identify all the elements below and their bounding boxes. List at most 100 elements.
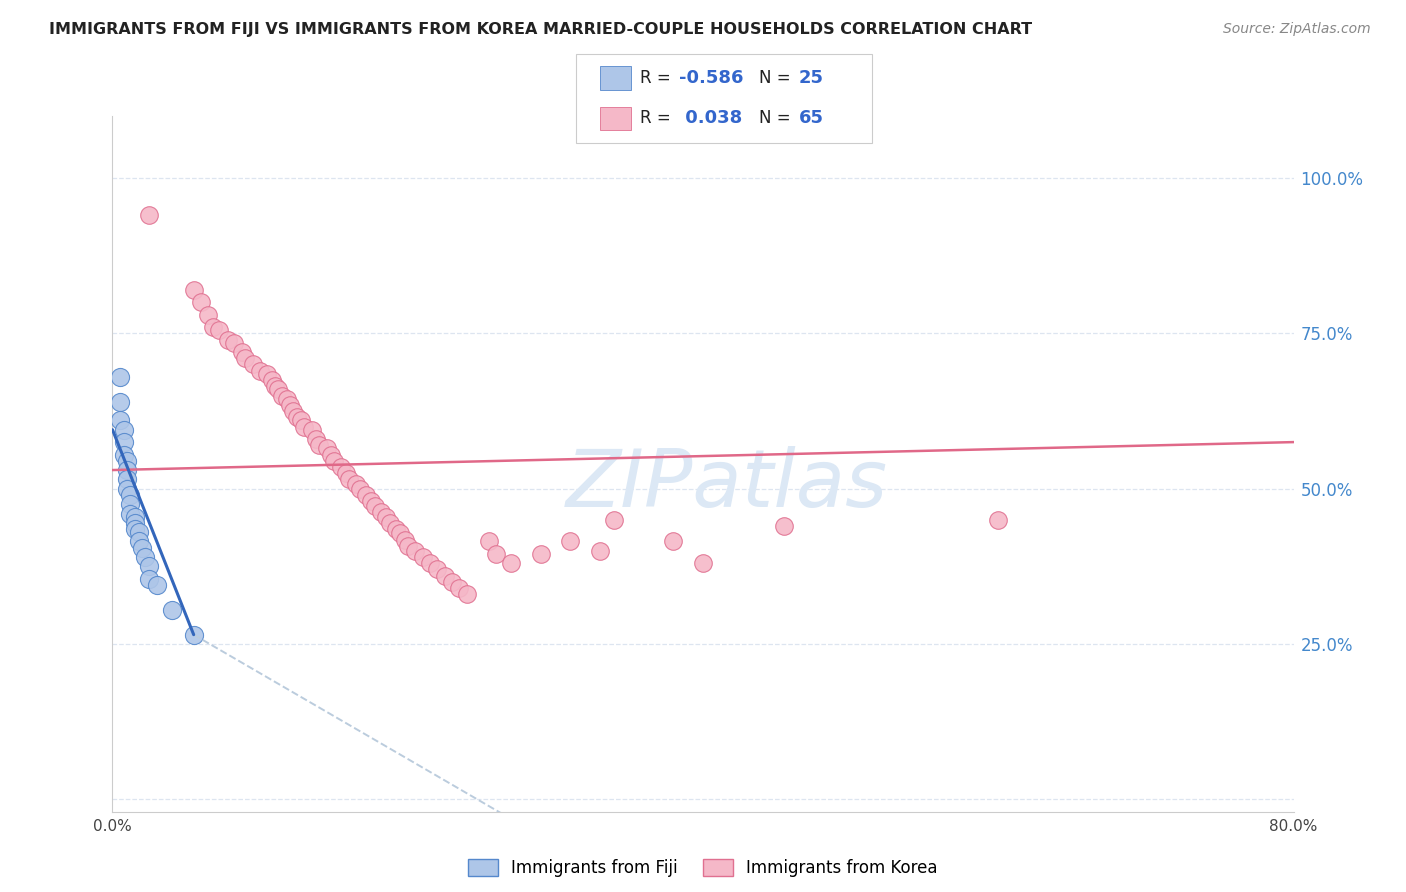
Point xyxy=(456,587,478,601)
Point xyxy=(242,358,264,372)
Point xyxy=(290,413,312,427)
Point xyxy=(987,513,1010,527)
Point xyxy=(138,572,160,586)
Point xyxy=(128,534,150,549)
Point xyxy=(385,522,408,536)
Text: N =: N = xyxy=(759,69,796,87)
Point xyxy=(120,488,142,502)
Text: -0.586: -0.586 xyxy=(679,69,744,87)
Point xyxy=(603,513,626,527)
Point xyxy=(485,547,508,561)
Point xyxy=(256,367,278,381)
Point xyxy=(529,547,551,561)
Point xyxy=(330,459,353,474)
Point xyxy=(267,382,290,396)
Point xyxy=(117,454,138,468)
Point xyxy=(197,308,219,322)
Point xyxy=(124,509,146,524)
Text: IMMIGRANTS FROM FIJI VS IMMIGRANTS FROM KOREA MARRIED-COUPLE HOUSEHOLDS CORRELAT: IMMIGRANTS FROM FIJI VS IMMIGRANTS FROM … xyxy=(49,22,1032,37)
Point xyxy=(249,364,271,378)
Point xyxy=(217,333,239,347)
Point xyxy=(281,404,304,418)
Text: 25: 25 xyxy=(799,69,824,87)
Point xyxy=(323,454,346,468)
Point xyxy=(396,539,419,553)
Point xyxy=(276,392,298,406)
Point xyxy=(360,494,382,508)
Point xyxy=(441,574,464,589)
Point xyxy=(112,448,135,462)
Point xyxy=(389,526,412,541)
Text: Source: ZipAtlas.com: Source: ZipAtlas.com xyxy=(1223,22,1371,37)
Point xyxy=(478,534,501,549)
Point xyxy=(201,320,224,334)
Point xyxy=(374,509,396,524)
Text: 0.038: 0.038 xyxy=(679,109,742,128)
Point xyxy=(419,556,441,570)
Text: R =: R = xyxy=(640,109,676,128)
Point xyxy=(108,369,131,384)
Point xyxy=(411,549,433,564)
Point xyxy=(349,482,371,496)
Point xyxy=(183,628,205,642)
Point xyxy=(692,556,714,570)
Point xyxy=(356,488,378,502)
Point xyxy=(558,534,582,549)
Point xyxy=(208,323,231,337)
Point xyxy=(773,519,796,533)
Text: R =: R = xyxy=(640,69,676,87)
Point xyxy=(160,603,183,617)
Point xyxy=(131,541,153,555)
Point xyxy=(335,466,357,480)
Y-axis label: Married-couple Households: Married-couple Households xyxy=(0,354,7,574)
Point xyxy=(124,522,146,536)
Point xyxy=(364,499,387,513)
Legend: Immigrants from Fiji, Immigrants from Korea: Immigrants from Fiji, Immigrants from Ko… xyxy=(461,852,945,883)
Point xyxy=(233,351,256,366)
Point xyxy=(662,534,685,549)
Point xyxy=(449,581,471,595)
Point xyxy=(138,559,160,574)
Point xyxy=(138,208,160,222)
Point xyxy=(117,463,138,477)
Point xyxy=(433,568,456,582)
Text: ZIPatlas: ZIPatlas xyxy=(565,446,887,524)
Point xyxy=(112,435,135,450)
Point xyxy=(271,388,294,402)
Point xyxy=(231,345,253,359)
Point xyxy=(278,398,301,412)
Point xyxy=(319,448,342,462)
Point xyxy=(501,556,523,570)
Point xyxy=(260,373,283,387)
Point xyxy=(344,476,367,491)
Point xyxy=(301,423,323,437)
Point xyxy=(117,482,138,496)
Point xyxy=(394,533,416,547)
Point xyxy=(292,419,315,434)
Point xyxy=(378,516,401,530)
Point xyxy=(146,578,169,592)
Point xyxy=(337,472,360,486)
Text: N =: N = xyxy=(759,109,796,128)
Point xyxy=(404,543,426,558)
Point xyxy=(108,413,131,427)
Point xyxy=(222,335,245,350)
Point xyxy=(285,410,308,425)
Point xyxy=(120,497,142,511)
Point xyxy=(120,507,142,521)
Text: 65: 65 xyxy=(799,109,824,128)
Point xyxy=(308,438,330,452)
Point xyxy=(190,295,212,310)
Point xyxy=(264,379,287,393)
Point xyxy=(112,423,135,437)
Point xyxy=(108,394,131,409)
Point xyxy=(128,525,150,540)
Point xyxy=(588,543,610,558)
Point xyxy=(183,283,205,297)
Point xyxy=(370,505,392,519)
Point xyxy=(426,562,449,576)
Point xyxy=(315,442,337,456)
Point xyxy=(117,472,138,486)
Point xyxy=(124,516,146,530)
Point xyxy=(305,432,328,446)
